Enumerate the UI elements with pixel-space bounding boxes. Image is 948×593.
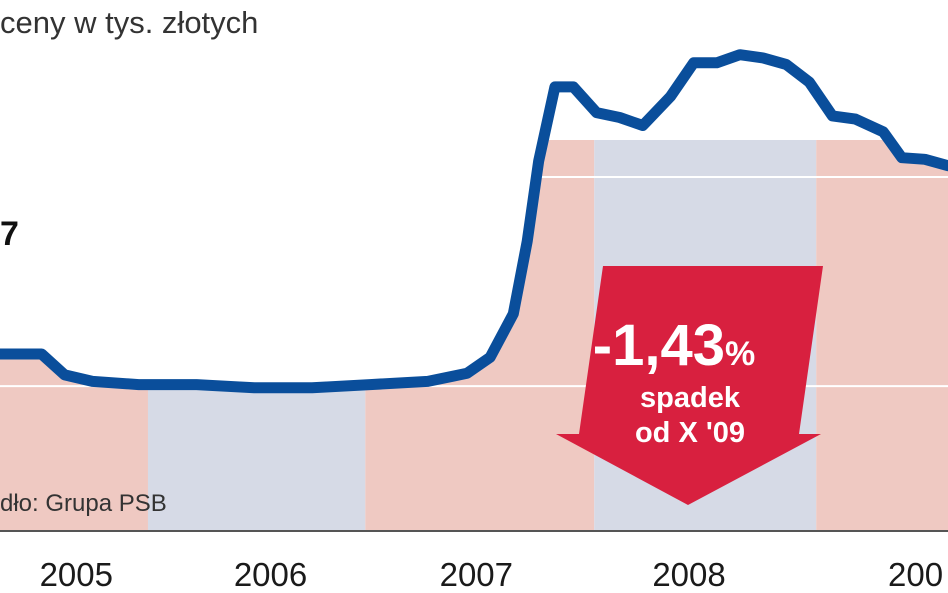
area-above-line <box>0 0 948 388</box>
callout-line-2: spadek <box>640 382 741 414</box>
callout-line-3: od X '09 <box>635 417 745 449</box>
chart-subtitle: ceny w tys. złotych <box>0 5 258 40</box>
x-tick-label: 200 <box>888 556 943 593</box>
x-tick-labels: 2005 2006 2007 2008 200 <box>40 556 943 593</box>
callout-percent: -1,43% <box>593 313 755 378</box>
series-line <box>0 49 948 394</box>
decline-arrow-callout: -1,43% spadek od X '09 <box>556 266 823 505</box>
down-arrow-icon <box>556 266 823 505</box>
x-tick-label: 2005 <box>40 556 113 593</box>
source-note: dło: Grupa PSB <box>0 490 167 517</box>
x-tick-label: 2007 <box>440 556 513 593</box>
x-tick-label: 2008 <box>652 556 725 593</box>
x-tick-label: 2006 <box>234 556 307 593</box>
band-4 <box>816 140 948 531</box>
start-value-label: 7 <box>0 215 19 253</box>
